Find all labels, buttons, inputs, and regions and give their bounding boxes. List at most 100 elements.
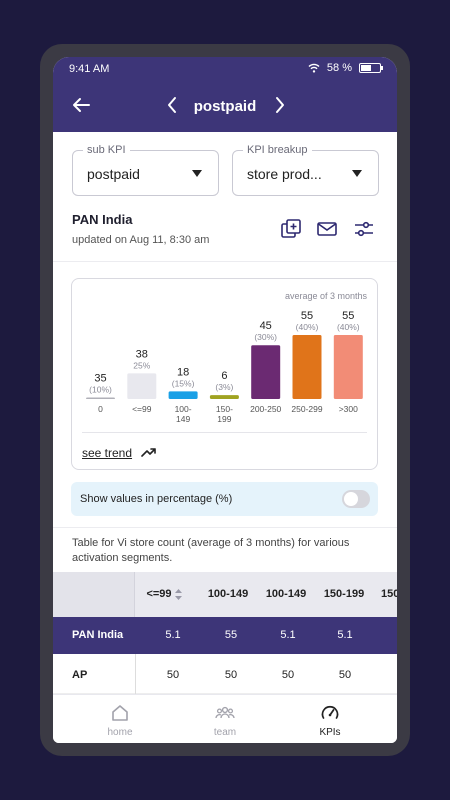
chart-category-label: 250-299 — [291, 404, 322, 414]
chart-value-label: 45 — [260, 320, 272, 332]
row-name: PAN India — [72, 629, 124, 641]
copy-icon[interactable] — [280, 218, 302, 240]
nav-tab-kpis[interactable]: KPIs — [273, 695, 387, 743]
toggle-knob — [344, 492, 358, 506]
chart-value-label: 38 — [136, 348, 148, 360]
team-icon — [215, 706, 235, 719]
chart-value-label: 35 — [94, 373, 106, 385]
chart-bar — [251, 345, 281, 399]
sub-kpi-label: sub KPI — [83, 144, 130, 156]
caret-down-icon — [352, 170, 362, 177]
status-bar: 9:41 AM 58 % — [53, 57, 397, 83]
chart-percent-label: (3%) — [215, 382, 233, 392]
chart-value-label: 55 — [342, 310, 354, 322]
table-cell: 50 — [281, 669, 295, 681]
chart-bar — [86, 397, 115, 399]
battery-icon — [359, 63, 383, 73]
table-cell: 50 — [224, 669, 238, 681]
nav-tab-home[interactable]: home — [63, 695, 177, 743]
chart-category-label: 100- — [175, 404, 192, 414]
table-cell: 50 — [338, 669, 352, 681]
section-divider — [53, 261, 397, 262]
chart-percent-label: (40%) — [337, 322, 360, 332]
column-header[interactable]: 100-149 — [207, 588, 249, 600]
table-description: Table for Vi store count (average of 3 m… — [72, 537, 350, 564]
chart-value-label: 18 — [177, 366, 189, 378]
table-row[interactable]: PAN India 5.1 55 5.1 5.1 — [53, 617, 397, 654]
home-icon — [112, 705, 128, 721]
see-trend-link[interactable]: see trend — [82, 446, 133, 460]
column-separator — [135, 654, 136, 694]
chart-divider — [82, 432, 367, 433]
percentage-toggle-label: Show values in percentage (%) — [80, 493, 233, 505]
chart-value-label: 55 — [301, 310, 313, 322]
chart-category-label: >300 — [339, 404, 358, 414]
table-cell: 5.1 — [337, 629, 353, 641]
chart-bar — [333, 335, 363, 399]
speedometer-icon — [321, 705, 339, 719]
chart-percent-label: (30%) — [254, 332, 277, 342]
bottom-nav: home team KPIs — [53, 694, 397, 743]
chart-card: average of 3 months 35 (10%) 0 38 25% <=99 18(… — [71, 278, 378, 470]
chart-percent-label: 25% — [133, 360, 150, 370]
nav-label-kpis: KPIs — [319, 727, 341, 738]
trending-up-icon[interactable] — [141, 445, 157, 459]
status-right: 58 % — [308, 62, 383, 74]
kpi-breakup-dropdown[interactable]: KPI breakup store prod... — [232, 144, 379, 196]
chart-bar — [127, 373, 157, 399]
nav-tab-team[interactable]: team — [168, 695, 282, 743]
sub-kpi-value: postpaid — [87, 166, 140, 182]
header-nav: postpaid — [53, 83, 397, 132]
chart-percent-label: (15%) — [172, 378, 195, 388]
updated-timestamp: updated on Aug 11, 8:30 am — [72, 234, 210, 246]
page-title: postpaid — [193, 98, 257, 115]
nav-label-home: home — [107, 727, 133, 738]
chart-bar — [209, 395, 239, 399]
chart-bar — [292, 335, 322, 399]
filter-sliders-icon[interactable] — [353, 218, 375, 240]
chart-category-label: <=99 — [132, 404, 152, 414]
column-header[interactable]: <=99 — [135, 588, 193, 600]
battery-text: 58 % — [326, 62, 352, 74]
section-divider — [53, 527, 397, 528]
kpi-breakup-label: KPI breakup — [243, 144, 312, 156]
percentage-toggle-switch[interactable] — [342, 490, 370, 508]
chart-category-label: 150- — [216, 404, 233, 414]
row-name: AP — [72, 669, 88, 681]
percentage-toggle-row: Show values in percentage (%) — [71, 482, 378, 516]
back-arrow-icon[interactable] — [69, 93, 93, 117]
chart-percent-label: (40%) — [296, 322, 319, 332]
table-row[interactable]: AP 50 50 50 50 — [53, 654, 397, 694]
chart-annotation: average of 3 months — [284, 291, 367, 301]
nav-label-team: team — [213, 727, 237, 738]
table-cell: 5.1 — [280, 629, 296, 641]
column-header[interactable]: 150-199 — [323, 588, 365, 600]
sub-kpi-dropdown[interactable]: sub KPI postpaid — [72, 144, 219, 196]
chart-category-label: 149 — [176, 414, 190, 424]
table-corner-cell — [53, 572, 135, 617]
table-cell: 5.1 — [165, 629, 181, 641]
wifi-icon — [308, 63, 320, 73]
chart-category-label: 199 — [217, 414, 231, 424]
status-time: 9:41 AM — [69, 63, 110, 75]
table-cell: 50 — [166, 669, 180, 681]
kpi-breakup-value: store prod... — [247, 166, 322, 182]
app-screen: 9:41 AM 58 % postpaid — [53, 57, 397, 743]
sort-icon[interactable] — [174, 588, 182, 600]
chart-bar — [168, 391, 198, 399]
caret-down-icon — [192, 170, 202, 177]
column-header[interactable]: 150 — [381, 588, 397, 600]
top-bar: 9:41 AM 58 % postpaid — [53, 57, 397, 132]
table-cell: 55 — [224, 629, 238, 641]
chart-category-label: 200-250 — [250, 404, 281, 414]
chart-percent-label: (10%) — [89, 385, 112, 395]
region-name: PAN India — [72, 212, 133, 227]
table-header: <=99 100-149 100-149 150-199 150 — [53, 572, 397, 617]
chart-category-label: 0 — [98, 404, 103, 414]
chart-value-label: 6 — [221, 370, 227, 382]
column-header[interactable]: 100-149 — [265, 588, 307, 600]
mail-icon[interactable] — [316, 218, 338, 240]
next-chevron-icon[interactable] — [273, 95, 287, 115]
previous-chevron-icon[interactable] — [165, 95, 179, 115]
